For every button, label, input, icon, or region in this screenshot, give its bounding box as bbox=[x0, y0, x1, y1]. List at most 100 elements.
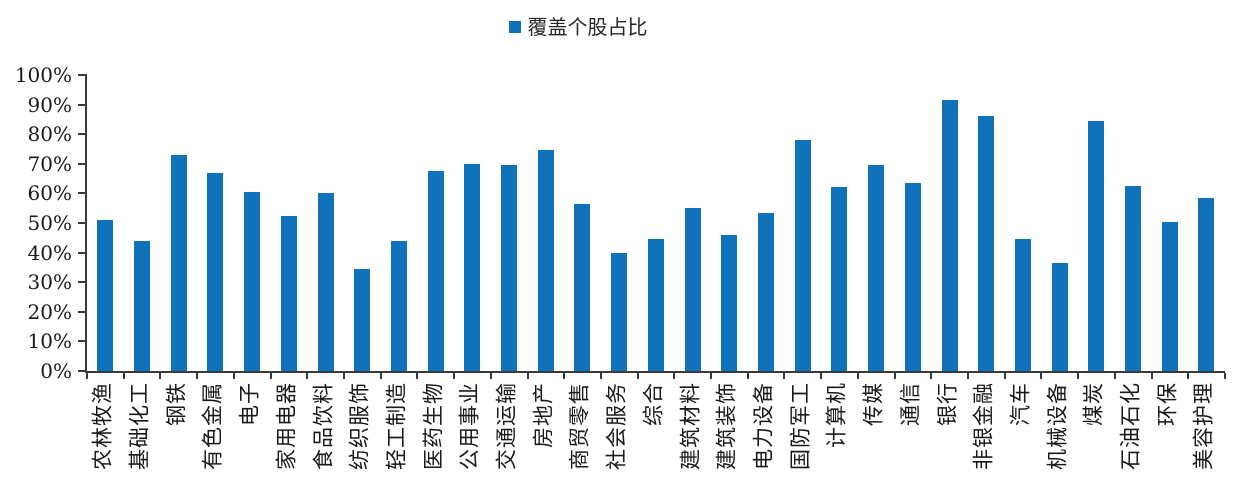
x-axis-label-cell: 国防军工 bbox=[782, 380, 819, 488]
x-axis-tick bbox=[1224, 373, 1226, 379]
bar bbox=[868, 165, 885, 371]
x-axis-label: 非银金融 bbox=[971, 382, 996, 470]
x-axis-label-cell: 交通运输 bbox=[489, 380, 526, 488]
bar bbox=[501, 165, 518, 371]
x-axis-label-cell: 钢铁 bbox=[158, 380, 195, 488]
bar-slot bbox=[858, 75, 895, 371]
x-axis-label-cell: 计算机 bbox=[819, 380, 856, 488]
x-axis-label: 交通运输 bbox=[494, 382, 519, 470]
y-axis-tick-label: 80% bbox=[27, 122, 72, 147]
bar-slot bbox=[748, 75, 785, 371]
x-axis-label: 国防军工 bbox=[788, 382, 813, 470]
bar-slot bbox=[271, 75, 308, 371]
x-axis-label: 电子 bbox=[237, 382, 262, 426]
bar bbox=[280, 215, 297, 371]
x-axis-label: 医药生物 bbox=[421, 382, 446, 470]
x-axis-tick bbox=[673, 373, 676, 379]
bar bbox=[721, 234, 738, 371]
x-axis-tick bbox=[746, 373, 749, 379]
legend-series-label: 覆盖个股占比 bbox=[527, 15, 648, 39]
bar bbox=[207, 172, 224, 371]
bar-slot bbox=[894, 75, 931, 371]
y-axis-tick bbox=[78, 281, 87, 284]
x-axis-label-cell: 基础化工 bbox=[122, 380, 159, 488]
bar bbox=[1125, 186, 1142, 371]
x-axis-tick bbox=[1003, 373, 1006, 379]
bar bbox=[1051, 262, 1068, 371]
bar bbox=[427, 171, 444, 371]
x-axis-label-cell: 食品饮料 bbox=[305, 380, 342, 488]
bar-slot bbox=[1005, 75, 1042, 371]
x-axis-tick bbox=[453, 373, 456, 379]
bar-slot bbox=[1115, 75, 1152, 371]
bar bbox=[978, 116, 995, 371]
bar bbox=[611, 252, 628, 371]
x-axis-tick bbox=[1113, 373, 1116, 379]
y-axis-tick bbox=[78, 340, 87, 343]
x-axis-label-cell: 医药生物 bbox=[415, 380, 452, 488]
bar-slot bbox=[160, 75, 197, 371]
x-axis-tick bbox=[563, 373, 566, 379]
x-axis-label: 煤炭 bbox=[1081, 382, 1106, 426]
bar-slot bbox=[234, 75, 271, 371]
x-axis-label-cell: 建筑装饰 bbox=[709, 380, 746, 488]
bar bbox=[354, 268, 371, 371]
x-axis-label-cell: 农林牧渔 bbox=[85, 380, 122, 488]
x-axis-tick bbox=[856, 373, 859, 379]
bar-slot bbox=[491, 75, 528, 371]
y-axis-tick-label: 90% bbox=[27, 92, 72, 117]
x-axis-label-cell: 通信 bbox=[892, 380, 929, 488]
bar-slot bbox=[527, 75, 564, 371]
x-axis-tick bbox=[306, 373, 309, 379]
x-axis-tick bbox=[820, 373, 823, 379]
x-axis-label: 家用电器 bbox=[274, 382, 299, 470]
bar bbox=[1161, 221, 1178, 371]
bar-slot bbox=[564, 75, 601, 371]
x-axis-tick bbox=[342, 373, 345, 379]
bar bbox=[904, 183, 921, 371]
bar-slot bbox=[197, 75, 234, 371]
bar-slot bbox=[307, 75, 344, 371]
bar-slot bbox=[821, 75, 858, 371]
bar-slot bbox=[1041, 75, 1078, 371]
bar bbox=[1198, 197, 1215, 371]
bar-slot bbox=[1078, 75, 1115, 371]
x-axis-tick bbox=[1040, 373, 1043, 379]
y-axis-tick bbox=[78, 74, 87, 76]
bar bbox=[1088, 120, 1105, 371]
x-axis-tick bbox=[710, 373, 713, 379]
y-axis-tick bbox=[78, 103, 87, 106]
x-axis-label-cell: 综合 bbox=[636, 380, 673, 488]
plot-area bbox=[78, 74, 1226, 379]
y-axis-tick bbox=[78, 251, 87, 254]
x-axis-label-cell: 美容护理 bbox=[1186, 380, 1223, 488]
x-axis-tick bbox=[1150, 373, 1153, 379]
x-axis-tick bbox=[967, 373, 970, 379]
bar bbox=[941, 100, 958, 371]
x-axis-label-cell: 公用事业 bbox=[452, 380, 489, 488]
y-axis-tick-label: 40% bbox=[27, 240, 72, 265]
x-axis-label-cell: 银行 bbox=[929, 380, 966, 488]
x-axis-tick bbox=[599, 373, 602, 379]
x-axis-tick bbox=[1187, 373, 1190, 379]
bar-slot bbox=[344, 75, 381, 371]
x-axis-tick bbox=[379, 373, 382, 379]
bar bbox=[647, 239, 664, 371]
x-axis-tick bbox=[122, 373, 125, 379]
x-axis-label-cell: 汽车 bbox=[1003, 380, 1040, 488]
x-axis-tick bbox=[416, 373, 419, 379]
bar-slot bbox=[1188, 75, 1225, 371]
x-axis-tick bbox=[893, 373, 896, 379]
chart-legend: 覆盖个股占比 bbox=[0, 16, 1196, 38]
bar-slot bbox=[124, 75, 161, 371]
x-axis-label-cell: 传媒 bbox=[856, 380, 893, 488]
bar-slot bbox=[784, 75, 821, 371]
y-axis-tick bbox=[78, 192, 87, 195]
bar-slot bbox=[454, 75, 491, 371]
x-axis-label: 银行 bbox=[935, 382, 960, 426]
bars-container bbox=[87, 75, 1225, 371]
x-axis-label: 机械设备 bbox=[1045, 382, 1070, 470]
y-axis-tick-label: 60% bbox=[27, 181, 72, 206]
x-axis-label: 建筑装饰 bbox=[714, 382, 739, 470]
